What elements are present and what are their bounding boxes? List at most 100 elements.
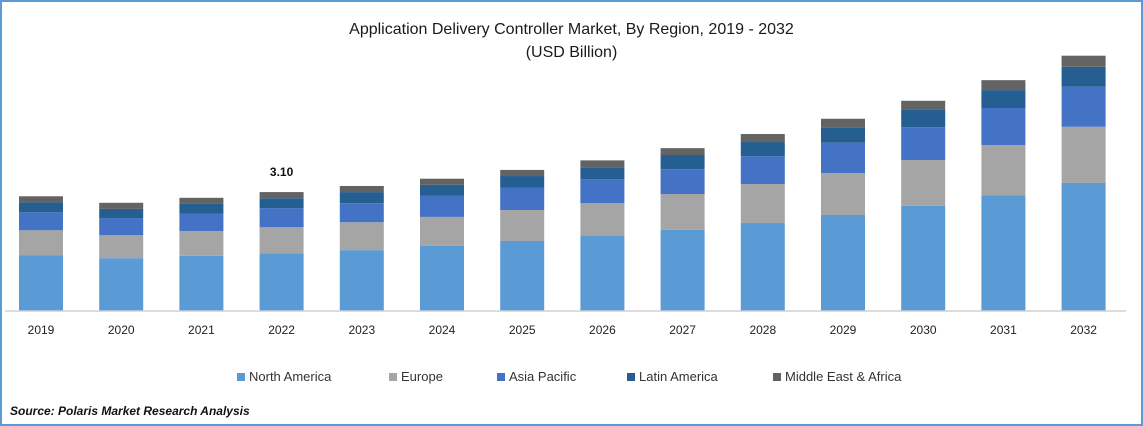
- chart-subtitle: (USD Billion): [525, 44, 618, 61]
- bar-segment-europe-2019: [19, 230, 63, 256]
- bar-segment-asia-pacific-2019: [19, 212, 63, 231]
- legend-label: Europe: [401, 369, 443, 384]
- x-tick-label: 2021: [188, 323, 215, 337]
- bar-segment-latin-america-2028: [740, 142, 785, 157]
- bar-segment-latin-america-2025: [500, 176, 545, 188]
- legend-item: Asia Pacific: [497, 369, 576, 384]
- bar-segment-europe-2031: [981, 145, 1026, 196]
- bar-segment-middle-east-africa-2031: [981, 80, 1026, 91]
- bar-segment-asia-pacific-2031: [981, 108, 1026, 146]
- bar-segment-asia-pacific-2030: [901, 127, 946, 160]
- bar-segment-latin-america-2024: [420, 184, 464, 196]
- source-note: Source: Polaris Market Research Analysis: [10, 404, 250, 418]
- bar-segment-latin-america-2023: [339, 192, 384, 204]
- legend-swatch: [773, 372, 781, 381]
- bar-segment-middle-east-africa-2020: [99, 202, 144, 209]
- bar-segment-north-america-2029: [821, 215, 865, 311]
- bar-segment-middle-east-africa-2026: [580, 160, 625, 168]
- x-tick-label: 2019: [28, 323, 55, 337]
- bar-segment-middle-east-africa-2024: [420, 178, 464, 185]
- legend-item: Middle East & Africa: [773, 369, 901, 384]
- bar-segment-europe-2030: [901, 159, 946, 206]
- bar-segment-latin-america-2029: [821, 127, 865, 143]
- bar-segment-north-america-2032: [1061, 182, 1106, 311]
- bar-segment-north-america-2025: [500, 240, 545, 311]
- bar-segment-middle-east-africa-2021: [179, 197, 224, 204]
- bar-segment-north-america-2024: [420, 245, 464, 311]
- legend-swatch: [237, 372, 245, 381]
- bar-segment-asia-pacific-2022: [259, 208, 304, 228]
- bar-segment-asia-pacific-2024: [420, 195, 464, 217]
- bar-segment-north-america-2021: [179, 255, 224, 311]
- x-tick-label: 2027: [669, 323, 696, 337]
- bar-segment-asia-pacific-2023: [339, 203, 384, 223]
- bar-segment-asia-pacific-2027: [660, 169, 705, 194]
- legend-swatch: [627, 372, 635, 381]
- bar-segment-north-america-2028: [740, 223, 785, 311]
- bar-segment-latin-america-2021: [179, 203, 224, 214]
- bar-segment-latin-america-2031: [981, 90, 1026, 109]
- bar-segment-latin-america-2019: [19, 202, 63, 213]
- bar-segment-latin-america-2027: [660, 155, 705, 170]
- bar-segment-europe-2025: [500, 210, 545, 241]
- legend-swatch: [389, 372, 397, 381]
- x-tick-label: 2025: [509, 323, 536, 337]
- x-tick-label: 2028: [749, 323, 776, 337]
- bar-segment-north-america-2027: [660, 229, 705, 311]
- bar-segment-asia-pacific-2032: [1061, 86, 1106, 127]
- bar-segment-latin-america-2026: [580, 167, 625, 180]
- bar-segment-north-america-2023: [339, 250, 384, 311]
- bar-segment-middle-east-africa-2032: [1061, 55, 1106, 67]
- legend-label: North America: [249, 369, 332, 384]
- bar-segment-europe-2024: [420, 216, 464, 246]
- bar-segment-middle-east-africa-2027: [660, 148, 705, 156]
- bar-segment-middle-east-africa-2025: [500, 169, 545, 177]
- bar-segment-north-america-2019: [19, 255, 63, 311]
- chart-title: Application Delivery Controller Market, …: [349, 21, 794, 38]
- bar-segment-europe-2028: [740, 184, 785, 224]
- legend-label: Asia Pacific: [509, 369, 577, 384]
- x-tick-label: 2032: [1070, 323, 1097, 337]
- data-label: 3.10: [270, 165, 294, 179]
- bar-segment-europe-2029: [821, 172, 865, 215]
- legend-label: Latin America: [639, 369, 718, 384]
- bar-segment-europe-2020: [99, 235, 144, 259]
- bar-segment-north-america-2030: [901, 205, 946, 311]
- bar-segment-asia-pacific-2020: [99, 218, 144, 236]
- x-tick-label: 2030: [910, 323, 937, 337]
- bar-segment-asia-pacific-2029: [821, 142, 865, 173]
- bar-segment-europe-2022: [259, 227, 304, 254]
- bar-segment-asia-pacific-2021: [179, 213, 224, 232]
- bar-segment-latin-america-2020: [99, 208, 144, 219]
- legend-item: North America: [237, 369, 331, 384]
- bar-segment-middle-east-africa-2029: [821, 118, 865, 128]
- bar-segment-europe-2021: [179, 231, 224, 256]
- x-tick-label: 2022: [268, 323, 295, 337]
- x-tick-label: 2023: [348, 323, 375, 337]
- bar-segment-europe-2027: [660, 193, 705, 230]
- bar-segment-latin-america-2022: [259, 198, 304, 209]
- bar-segment-middle-east-africa-2028: [740, 134, 785, 143]
- x-tick-label: 2031: [990, 323, 1017, 337]
- bar-segment-latin-america-2030: [901, 109, 946, 128]
- bar-segment-asia-pacific-2028: [740, 156, 785, 185]
- legend-item: Latin America: [627, 369, 718, 384]
- bar-segment-latin-america-2032: [1061, 66, 1106, 87]
- x-tick-label: 2024: [429, 323, 456, 337]
- x-tick-label: 2029: [830, 323, 857, 337]
- bar-segment-north-america-2020: [99, 258, 144, 311]
- bar-segment-europe-2032: [1061, 126, 1106, 183]
- bar-segment-north-america-2026: [580, 236, 625, 311]
- x-tick-label: 2026: [589, 323, 616, 337]
- bar-segment-europe-2023: [339, 222, 384, 251]
- bar-segment-middle-east-africa-2019: [19, 196, 63, 203]
- bar-segment-middle-east-africa-2030: [901, 100, 946, 110]
- bar-segment-europe-2026: [580, 203, 625, 237]
- bar-segment-asia-pacific-2026: [580, 179, 625, 204]
- bar-segment-north-america-2031: [981, 195, 1026, 311]
- bar-segment-middle-east-africa-2022: [259, 192, 304, 199]
- legend-swatch: [497, 372, 505, 381]
- plot-area: 2019 2020 2021 2022 3.10 2023 2024 2025 2026 2027…: [5, 55, 1126, 337]
- bar-segment-north-america-2022: [259, 253, 304, 311]
- bar-segment-middle-east-africa-2023: [339, 185, 384, 193]
